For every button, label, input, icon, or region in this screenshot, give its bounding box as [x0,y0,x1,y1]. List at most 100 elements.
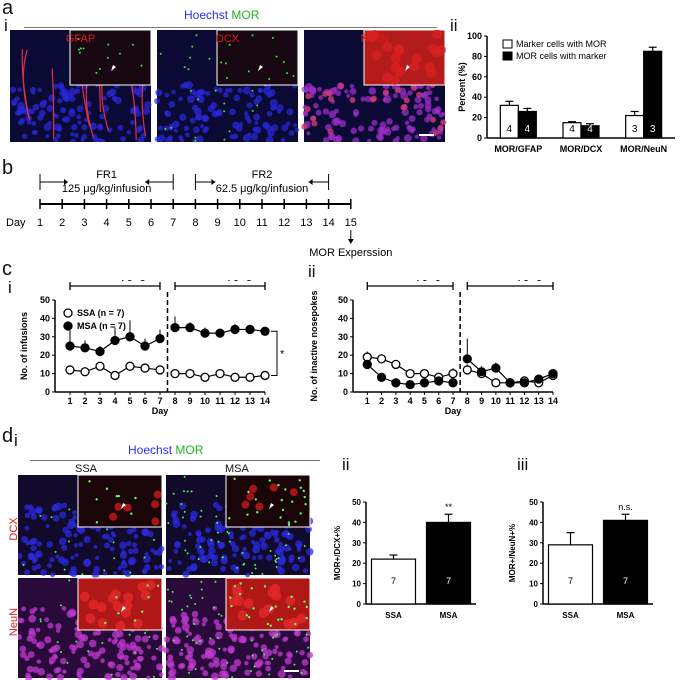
nucleus [202,617,208,623]
marker-cell [85,613,96,624]
mor-dot [216,521,219,524]
nucleus [128,556,137,565]
nucleus [328,134,334,140]
mor-dot [153,538,156,541]
nucleus [32,129,38,136]
nucleus [168,668,177,676]
mor-dot [247,616,251,619]
data-point [491,378,501,388]
marker-label-dcx: DCX [216,33,240,45]
panel-sub-c-ii: ii [308,262,316,281]
nucleus [71,649,76,654]
nucleus [100,658,105,664]
micrograph-neun: NeuN [301,29,447,145]
nucleus [260,542,268,550]
y-tick-label: 20 [352,559,361,568]
nucleus [59,89,68,97]
data-point [110,370,120,381]
nucleus [350,127,358,135]
n-label: 7 [568,576,573,586]
nucleus [278,556,286,565]
nucleus [228,633,234,638]
mor-dot [268,77,271,80]
nucleus [168,558,173,563]
nucleus [46,541,54,548]
nucleus [223,91,229,98]
mor-dot [261,572,264,575]
mor-dot [305,605,308,609]
nucleus [281,531,288,538]
data-point [448,378,458,388]
mor-dot [223,102,226,105]
mor-dot [284,544,287,547]
nucleus [56,133,62,139]
n-label: 3 [650,124,656,135]
nucleus [24,525,30,531]
bar-msa [425,521,472,605]
mor-dot [56,641,59,644]
mor-dot [217,613,220,616]
timeline-day-label: 7 [170,217,176,229]
nucleus [222,647,227,652]
mor-dot [194,603,197,606]
mor-dot [195,642,198,645]
nucleus [220,556,228,565]
data-point [155,365,165,375]
mor-dot [275,565,278,568]
mor-dot [128,633,131,636]
mor-dot [95,521,99,524]
nucleus [371,119,378,126]
mor-dot [226,530,229,533]
mor-dot [68,579,71,582]
mor-dot [251,654,254,657]
timeline-day-title: Day [6,217,26,229]
nucleus [244,660,249,666]
marker-cell [229,596,240,607]
nucleus [377,126,385,135]
nucleus [420,134,428,143]
mor-dot [130,512,133,515]
neun-cell [310,115,317,122]
nucleus [119,655,124,660]
nucleus [84,117,89,123]
y-tick-label: 40 [472,92,482,102]
nucleus [367,125,374,132]
nucleus [43,123,52,131]
nucleus [403,134,412,143]
x-tick-label: MOR/GFAP [494,144,542,154]
nucleus [424,116,430,123]
nucleus [30,545,37,552]
mor-dot [295,650,298,653]
arrowhead-icon [269,503,274,509]
nucleus [179,138,185,143]
nucleus [301,659,309,666]
nucleus [36,659,41,664]
nucleus [189,554,196,561]
nucleus [245,572,250,578]
neun-cell [311,120,318,127]
panel-sub-d-ii: ii [342,455,350,474]
nucleus [253,126,262,134]
nucleus [80,656,88,664]
data-point [376,354,387,364]
nucleus [196,639,203,646]
nucleus [172,636,180,644]
nucleus [185,81,193,90]
neun-cell [337,82,344,89]
nucleus [111,533,117,538]
mor-dot [269,624,272,627]
nucleus [163,636,171,643]
nucleus [70,132,75,137]
nucleus [269,98,278,107]
neun-cell [382,42,393,53]
nucleus [202,670,209,677]
nucleus [46,104,54,112]
nucleus [157,644,165,652]
nucleus [32,666,39,673]
fr1-dose: 125 μg/kg/infusion [62,183,152,195]
marker-cell [96,602,107,613]
nucleus [37,667,46,676]
mor-dot [181,516,184,519]
mor-dot [254,498,258,501]
x-tick-label: 8 [465,396,470,406]
